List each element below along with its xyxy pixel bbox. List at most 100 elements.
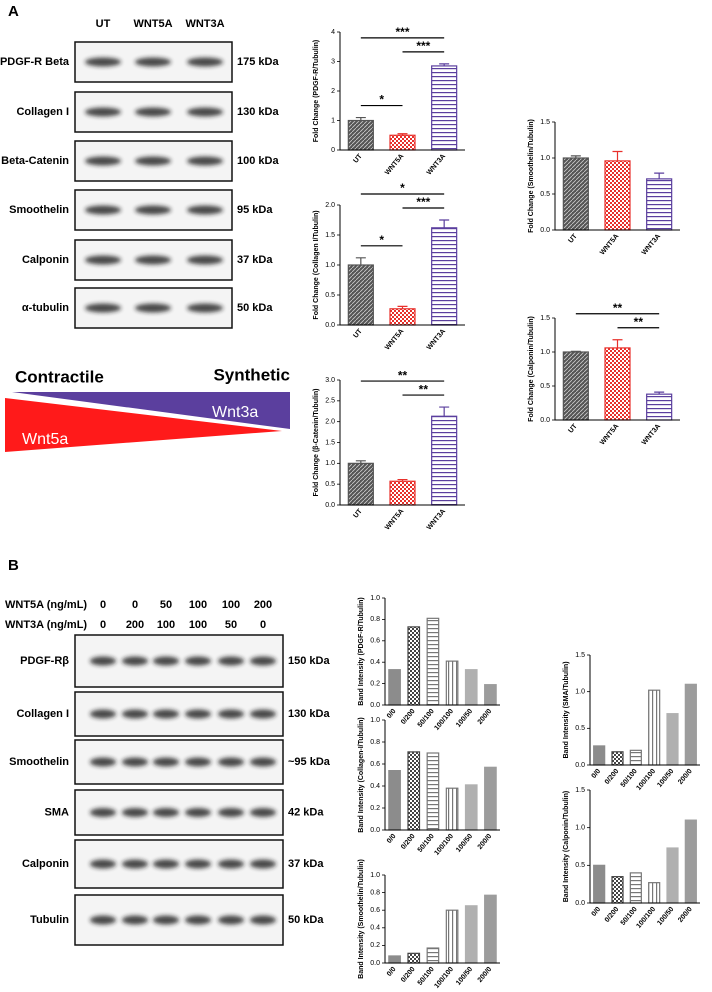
y-tick-label: 0.0: [370, 702, 380, 709]
dose-label: 0: [100, 599, 106, 611]
x-tick-label: 100/50: [656, 768, 675, 789]
size-label: ~95 kDa: [288, 756, 331, 768]
bar: [604, 347, 631, 421]
size-label: 37 kDa: [288, 858, 324, 870]
y-axis-label: Fold Change (PDGF-R/Tubulin): [313, 40, 320, 143]
blot-band: [90, 808, 116, 817]
y-tick-label: 0.8: [370, 739, 380, 746]
dose-label: 100: [222, 599, 240, 611]
size-label: 100 kDa: [237, 155, 279, 167]
x-tick-label: 0/200: [400, 966, 417, 984]
x-tick-label: WNT3A: [426, 508, 447, 532]
x-tick-label: 0/200: [604, 768, 621, 786]
significance-label: **: [634, 315, 644, 329]
blot-band: [250, 808, 276, 817]
y-tick-label: 2.0: [325, 202, 335, 209]
x-tick-label: UT: [352, 152, 364, 164]
y-axis-label: Fold Change (β-Catenin/Tubulin): [313, 389, 320, 497]
y-tick-label: 0.5: [575, 862, 585, 869]
blot-band: [153, 709, 179, 719]
y-tick-label: 0.0: [575, 762, 585, 769]
bar: [445, 787, 459, 831]
y-tick-label: 1.0: [575, 825, 585, 832]
y-tick-label: 1.0: [370, 717, 380, 724]
blot-band: [185, 859, 211, 869]
blot-band: [90, 859, 116, 869]
bar: [431, 65, 458, 151]
treatment-label: WNT5A (ng/mL): [5, 599, 87, 611]
synthetic-wedge: [12, 392, 290, 429]
bar: [629, 872, 642, 904]
y-tick-label: 1.0: [575, 689, 585, 696]
y-tick-label: 3.0: [325, 377, 335, 384]
error-bar: [397, 133, 408, 136]
x-tick-label: 0/0: [590, 906, 602, 918]
x-tick-label: 0/0: [386, 833, 398, 845]
y-axis-label: Band Intensity (Smoothelin/Tubulin): [358, 859, 365, 979]
blot-band: [218, 709, 244, 719]
size-label: 50 kDa: [288, 914, 324, 926]
bar: [407, 751, 421, 831]
y-tick-label: 1.5: [540, 119, 550, 126]
bar: [426, 752, 440, 831]
significance-label: ***: [416, 39, 430, 53]
protein-label: Calponin: [22, 858, 69, 870]
blot-band: [185, 656, 211, 666]
bar: [648, 689, 661, 766]
blot-band: [187, 255, 223, 265]
size-label: 130 kDa: [237, 106, 279, 118]
y-tick-label: 0: [331, 147, 335, 154]
x-tick-label: 0/0: [386, 708, 398, 720]
blot-band: [135, 205, 171, 215]
size-label: 175 kDa: [237, 56, 279, 68]
blot-band: [90, 656, 116, 666]
bar: [684, 683, 697, 766]
axes: [589, 655, 700, 766]
size-label: 50 kDa: [237, 302, 273, 314]
blot-band: [218, 656, 244, 666]
bar: [407, 626, 421, 706]
protein-label: Smoothelin: [9, 756, 69, 768]
error-bar: [439, 406, 450, 417]
x-tick-label: UT: [567, 422, 579, 434]
blot-band: [135, 107, 171, 117]
bar: [484, 684, 497, 706]
y-tick-label: 1.5: [575, 787, 585, 794]
x-tick-label: 100/100: [635, 768, 657, 792]
blot-band: [218, 757, 244, 767]
protein-label: α-tubulin: [22, 302, 69, 314]
blot-band: [153, 757, 179, 767]
axes: [339, 32, 465, 151]
y-tick-label: 0.5: [325, 292, 335, 299]
y-tick-label: 0.4: [370, 783, 380, 790]
x-tick-label: WNT3A: [641, 233, 662, 257]
lane-label: UT: [96, 18, 111, 30]
x-tick-label: WNT5A: [384, 508, 405, 532]
blot-band: [122, 656, 148, 666]
bar: [604, 160, 631, 231]
x-tick-label: 200/0: [677, 906, 694, 924]
y-tick-label: 4: [331, 29, 335, 36]
blot-band: [85, 303, 121, 313]
blot-band: [85, 156, 121, 166]
error-bar: [439, 63, 450, 66]
x-tick-label: 200/0: [677, 768, 694, 786]
blot-band: [218, 915, 244, 925]
treatment-label: WNT3A (ng/mL): [5, 619, 87, 631]
y-tick-label: 1.5: [575, 652, 585, 659]
y-tick-label: 0.4: [370, 925, 380, 932]
bar: [388, 955, 401, 964]
dose-label: 0: [132, 599, 138, 611]
lane-label: WNT3A: [185, 18, 224, 30]
error-bar: [612, 339, 623, 348]
bar: [445, 909, 459, 964]
dose-label: 100: [157, 619, 175, 631]
error-bar: [397, 478, 408, 482]
blot-band: [218, 859, 244, 869]
blot-band: [122, 808, 148, 817]
bar: [431, 227, 458, 326]
dose-label: 100: [189, 619, 207, 631]
x-tick-label: 100/50: [455, 966, 474, 987]
size-label: 130 kDa: [288, 708, 330, 720]
bar: [389, 480, 416, 506]
